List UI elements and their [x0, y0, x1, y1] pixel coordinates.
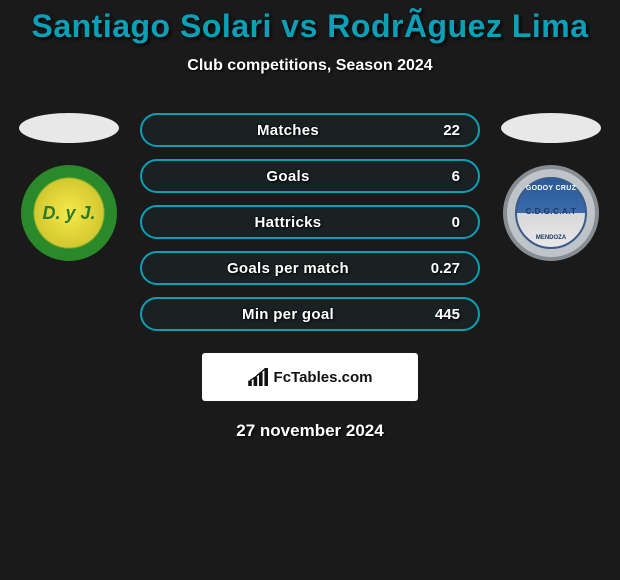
right-club-badge-inner: GODOY CRUZ C.D.G.C.A.T MENDOZA	[515, 177, 587, 249]
stats-list: Matches 22 Goals 6 Hattricks 0 Goals per…	[140, 113, 480, 331]
footer-brand-box[interactable]: FcTables.com	[202, 353, 418, 401]
left-avatar-placeholder	[19, 113, 119, 143]
stat-value: 445	[416, 306, 460, 323]
bar-chart-icon	[248, 368, 270, 386]
right-club-badge-top: GODOY CRUZ	[517, 185, 585, 192]
page-title: Santiago Solari vs RodrÃ­guez Lima	[0, 8, 620, 45]
date-label: 27 november 2024	[0, 421, 620, 441]
stat-value: 0	[416, 214, 460, 231]
stat-label: Min per goal	[160, 306, 416, 323]
stat-value: 0.27	[416, 260, 460, 277]
stat-row-goals-per-match: Goals per match 0.27	[140, 251, 480, 285]
stat-label: Goals	[160, 168, 416, 185]
stat-value: 6	[416, 168, 460, 185]
right-avatar-placeholder	[501, 113, 601, 143]
right-club-badge-mid: C.D.G.C.A.T	[517, 207, 585, 216]
footer-brand-text: FcTables.com	[274, 369, 373, 386]
right-player-column: GODOY CRUZ C.D.G.C.A.T MENDOZA	[496, 113, 606, 261]
stat-row-hattricks: Hattricks 0	[140, 205, 480, 239]
left-club-badge: D. y J.	[21, 165, 117, 261]
right-club-badge-bot: MENDOZA	[517, 235, 585, 241]
comparison-card: Santiago Solari vs RodrÃ­guez Lima Club …	[0, 0, 620, 441]
stat-value: 22	[416, 122, 460, 139]
stat-row-matches: Matches 22	[140, 113, 480, 147]
right-club-badge: GODOY CRUZ C.D.G.C.A.T MENDOZA	[503, 165, 599, 261]
stat-row-goals: Goals 6	[140, 159, 480, 193]
main-row: D. y J. Matches 22 Goals 6 Hattricks 0 G…	[0, 113, 620, 331]
stat-row-min-per-goal: Min per goal 445	[140, 297, 480, 331]
stat-label: Hattricks	[160, 214, 416, 231]
page-subtitle: Club competitions, Season 2024	[0, 57, 620, 75]
stat-label: Goals per match	[160, 260, 416, 277]
left-player-column: D. y J.	[14, 113, 124, 261]
stat-label: Matches	[160, 122, 416, 139]
left-club-badge-text: D. y J.	[42, 203, 95, 224]
